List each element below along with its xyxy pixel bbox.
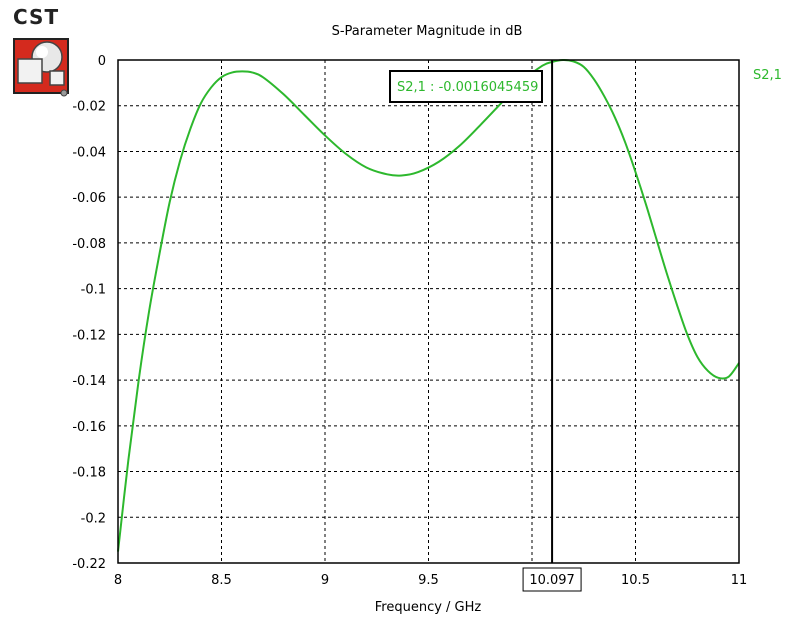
marker-x-label-box (522, 567, 582, 592)
y-tick-label: -0.16 (72, 420, 106, 435)
y-tick-label: -0.14 (72, 374, 106, 389)
marker-readout-box (389, 70, 543, 103)
y-tick-label: -0.06 (72, 191, 106, 206)
marker-readout: S2,1 : -0.0016045459 (397, 80, 538, 95)
y-tick-label: 0 (98, 54, 106, 69)
legend-entry-s21[interactable]: S2,1 (753, 68, 782, 83)
x-tick-label: 9 (321, 573, 329, 588)
chart-grid (118, 60, 739, 563)
x-tick-label: 10.5 (621, 573, 650, 588)
y-tick-label: -0.22 (72, 557, 106, 572)
x-tick-label: 8.5 (211, 573, 232, 588)
x-tick-label: 8 (114, 573, 122, 588)
chart-title: S-Parameter Magnitude in dB (332, 24, 523, 39)
x-tick-label: 9.5 (418, 573, 439, 588)
y-axis-ticks: 0 -0.02 -0.04 -0.06 -0.08 -0.1 -0.12 -0.14 -0.16… (72, 54, 106, 572)
y-tick-label: -0.1 (81, 283, 106, 298)
y-tick-label: -0.04 (72, 145, 106, 160)
series-line-s21 (117, 58, 740, 552)
y-tick-label: -0.2 (81, 511, 106, 526)
x-axis-ticks: 8 8.5 9 9.5 10.5 11 (114, 573, 747, 588)
x-tick-label: 11 (731, 573, 748, 588)
y-tick-label: -0.02 (72, 100, 106, 115)
y-tick-label: -0.12 (72, 328, 106, 343)
series-layer (117, 58, 740, 552)
y-tick-label: -0.08 (72, 237, 106, 252)
x-axis-label: Frequency / GHz (375, 600, 482, 615)
cst-logo-icon (13, 38, 69, 97)
plot-frame (117, 59, 740, 564)
marker-x-label: 10.097 (529, 573, 575, 588)
cst-logo-text: CST (13, 5, 60, 29)
y-tick-label: -0.18 (72, 466, 106, 481)
